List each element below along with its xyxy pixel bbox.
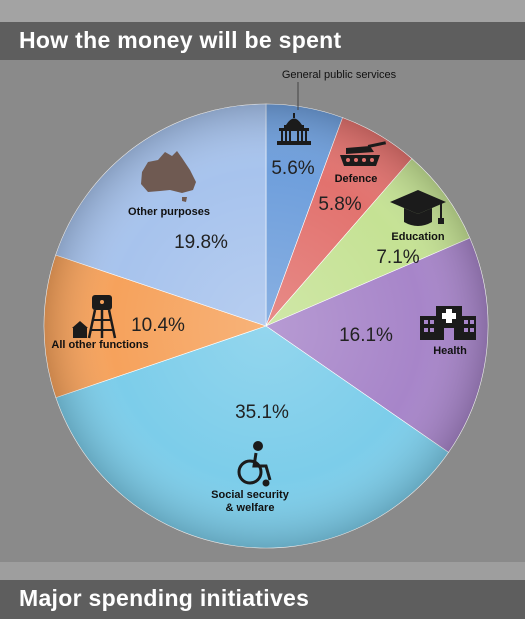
graduation-cap-icon — [390, 190, 446, 226]
pie-chart: 5.6% 5.8% 7.1% 16.1% 35.1% 10.4% 19.8% G… — [43, 69, 489, 549]
tank-icon — [340, 141, 387, 166]
value-label-health: 16.1% — [339, 325, 393, 346]
value-label-all-other-functions: 10.4% — [131, 315, 185, 336]
hospital-icon — [420, 306, 476, 340]
section-title: Major spending initiatives — [19, 585, 310, 611]
category-label-social-security-line1: Social security — [211, 489, 290, 501]
category-label-all-other-functions: All other functions — [51, 339, 148, 351]
header-bar: How the money will be spent — [0, 22, 525, 60]
value-label-education: 7.1% — [376, 247, 419, 268]
top-strip — [0, 0, 525, 22]
category-label-health: Health — [433, 345, 467, 357]
australia-map-icon — [141, 151, 196, 202]
bottom-strip — [0, 562, 525, 580]
footer-bar: Major spending initiatives — [0, 580, 525, 619]
capitol-building-icon — [277, 113, 311, 145]
category-label-education: Education — [391, 231, 444, 243]
category-label-other-purposes: Other purposes — [128, 206, 210, 218]
category-label-defence: Defence — [335, 173, 378, 185]
value-label-general-public-services: 5.6% — [271, 158, 314, 179]
wheelchair-icon — [237, 441, 272, 487]
value-label-defence: 5.8% — [318, 194, 361, 215]
page-title: How the money will be spent — [19, 27, 342, 53]
value-label-social-security: 35.1% — [235, 402, 289, 423]
value-label-other-purposes: 19.8% — [174, 232, 228, 253]
category-label-general-public-services: General public services — [282, 69, 397, 81]
category-label-social-security-line2: & welfare — [226, 502, 275, 514]
water-tower-icon — [72, 295, 117, 339]
